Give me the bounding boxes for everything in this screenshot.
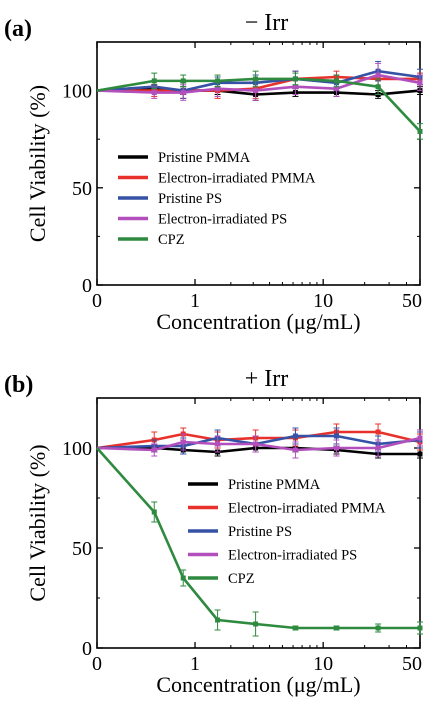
legend-entry: Pristine PS [158,191,222,207]
data-point [333,625,339,631]
legend-entry: Pristine PS [228,524,292,540]
legend-entry: Electron-irradiated PMMA [228,501,386,517]
data-point [151,90,157,96]
legend-entry: Pristine PMMA [158,150,251,166]
data-point [417,451,423,457]
legend-entry: Electron-irradiated PMMA [158,171,316,187]
data-point [180,575,186,581]
legend: Pristine PMMA Electron-irradiated PMMA Pri… [118,150,316,248]
y-axis-title: Cell Viability (%) [25,444,50,601]
data-point [375,84,381,90]
legend-entry: Electron-irradiated PS [228,548,357,564]
data-point [215,617,221,623]
series-electron-irradiated-ps [96,429,423,459]
y-tick-label: 50 [72,178,92,200]
data-point [417,625,423,631]
x-axis-title: Concentration (μg/mL) [156,672,360,697]
data-point [253,441,259,447]
data-point [292,433,298,439]
y-tick-label: 100 [62,438,92,460]
data-point [215,86,221,92]
data-point [417,80,423,86]
data-point [333,78,339,84]
data-point [253,621,259,627]
data-point [417,435,423,441]
legend-entry: CPZ [228,571,255,587]
x-tick-label: 0 [92,290,102,312]
y-tick-label: 50 [72,538,92,560]
legend: Pristine PMMA Electron-irradiated PMMA Pri… [188,477,386,587]
x-tick-label: 50 [402,290,422,312]
data-point [180,439,186,445]
data-point [375,445,381,451]
series-cpz [96,447,423,637]
panel-b: (b) + Irr 0 50 100 0 1 10 50 Concentration (μg/mL… [4,366,423,697]
data-point [151,78,157,84]
data-point [292,76,298,82]
legend-entry: CPZ [158,232,185,248]
data-point [215,441,221,447]
panel-title: + Irr [245,366,289,392]
data-point [253,76,259,82]
panel-a: (a) − Irr 0 50 100 0 1 10 50 Concentration (μg/mL… [4,10,423,334]
x-axis-title: Concentration (μg/mL) [156,309,360,334]
data-point [417,128,423,134]
x-tick-label: 10 [313,653,333,675]
data-point [292,84,298,90]
data-point [375,72,381,78]
data-point [215,78,221,84]
plot-frame [96,397,421,649]
y-tick-label: 100 [62,81,92,103]
plot-frame [96,41,421,286]
y-axis-title: Cell Viability (%) [25,85,50,242]
data-point [375,429,381,435]
data-point [180,78,186,84]
panel-tag: (a) [4,16,32,42]
y-tick-label: 0 [82,275,92,297]
data-point [151,509,157,515]
panel-title: − Irr [245,10,289,36]
x-tick-label: 10 [313,290,333,312]
data-point [292,625,298,631]
data-point [292,447,298,453]
series-cpz [96,70,423,140]
data-point [333,445,339,451]
legend-entry: Electron-irradiated PS [158,212,287,228]
x-tick-label: 1 [190,653,200,675]
panel-tag: (b) [4,372,33,398]
x-tick-label: 0 [92,653,102,675]
y-tick-label: 0 [82,638,92,660]
data-point [333,433,339,439]
legend-entry: Pristine PMMA [228,477,321,493]
data-point [375,625,381,631]
data-point [151,447,157,453]
data-point [180,90,186,96]
x-tick-label: 50 [402,653,422,675]
data-point [333,86,339,92]
x-tick-label: 1 [190,290,200,312]
data-point [253,88,259,94]
